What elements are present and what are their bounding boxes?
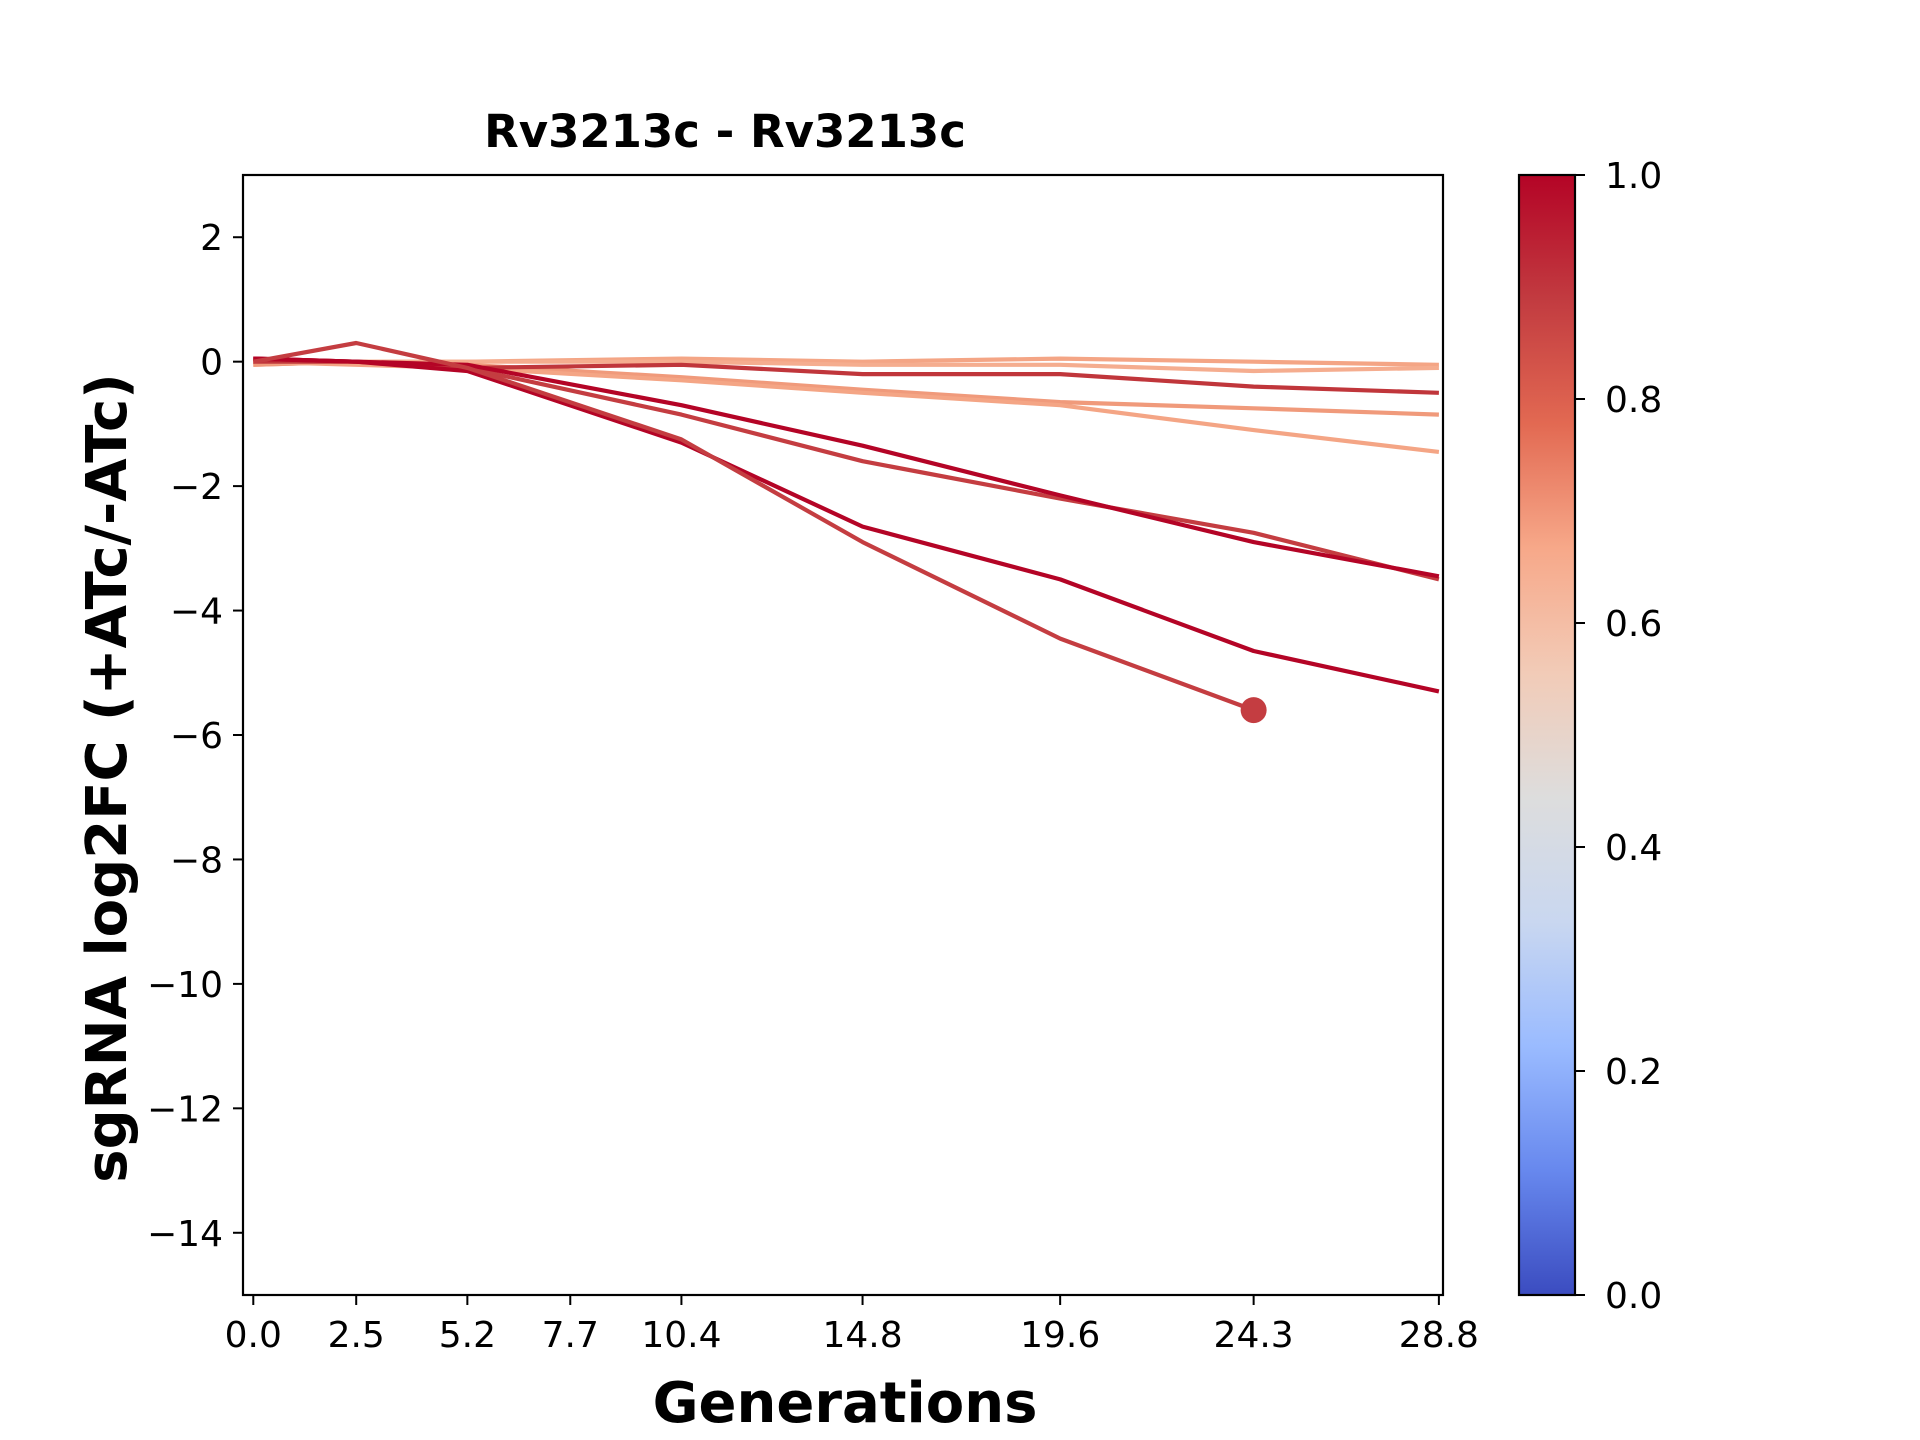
y-axis-label: sgRNA log2FC (+ATc/-ATc) — [75, 373, 140, 1183]
x-tick-label: 10.4 — [641, 1315, 721, 1356]
x-tick-label: 14.8 — [822, 1315, 902, 1356]
series-layer — [252, 340, 1440, 724]
chart-title: Rv3213c - Rv3213c — [484, 105, 966, 158]
colorbar-tick-label: 0.2 — [1605, 1052, 1662, 1093]
y-tick-label: −14 — [147, 1214, 223, 1255]
x-tick-label: 2.5 — [328, 1315, 385, 1356]
colorbar-gradient — [1519, 175, 1575, 1295]
series-line-9 — [252, 340, 1255, 713]
x-tick-label: 24.3 — [1214, 1315, 1294, 1356]
y-tick-label: −6 — [170, 716, 223, 757]
x-axis-label: Generations — [653, 1371, 1038, 1436]
colorbar-tick-label: 0.0 — [1605, 1276, 1662, 1317]
x-tick-label: 28.8 — [1399, 1315, 1479, 1356]
y-tick-label: −12 — [147, 1089, 223, 1130]
y-tick-label: 0 — [200, 343, 223, 384]
colorbar-tick-label: 0.6 — [1605, 604, 1662, 645]
x-tick-label: 0.0 — [225, 1315, 282, 1356]
y-tick-label: 2 — [200, 218, 223, 259]
series-line-8 — [253, 356, 1440, 694]
series-end-marker — [1240, 697, 1267, 724]
x-tick-label: 7.7 — [542, 1315, 599, 1356]
axes-layer: 0.0 2.5 5.2 7.7 10.4 14.8 19.6 24.3 28.8 2 0 −2 −4 −6… — [147, 173, 1479, 1356]
colorbar: 0.0 0.2 0.4 0.6 0.8 1.0 — [1517, 156, 1662, 1317]
y-tick-label: −10 — [147, 965, 223, 1006]
colorbar-tick-label: 1.0 — [1605, 156, 1662, 197]
plot-frame — [241, 173, 1445, 1297]
y-tick-label: −2 — [170, 467, 223, 508]
x-tick-label: 19.6 — [1020, 1315, 1100, 1356]
y-tick-label: −8 — [170, 840, 223, 881]
y-tick-label: −4 — [170, 592, 223, 633]
x-tick-label: 5.2 — [439, 1315, 496, 1356]
colorbar-frame — [1517, 173, 1577, 1297]
colorbar-tick-label: 0.4 — [1605, 828, 1662, 869]
colorbar-tick-label: 0.8 — [1605, 380, 1662, 421]
